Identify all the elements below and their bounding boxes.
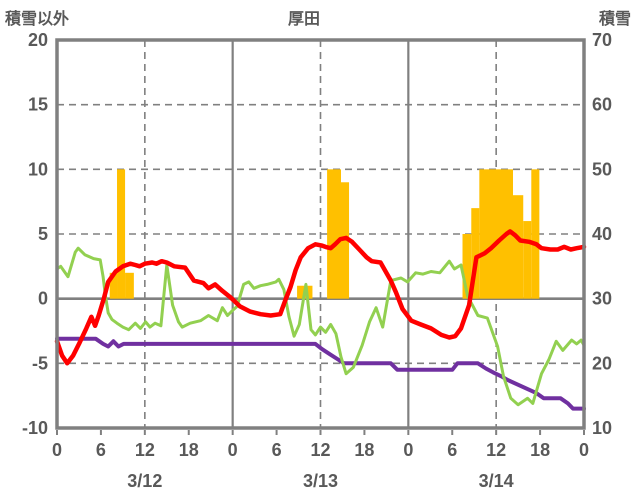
date-label: 3/12 bbox=[127, 471, 162, 491]
right-axis-tick-label: 10 bbox=[592, 418, 612, 438]
hour-label: 0 bbox=[579, 440, 589, 460]
snow-depth-bars bbox=[471, 208, 480, 299]
snow-depth-bars bbox=[327, 169, 341, 299]
left-axis-tick-label: 15 bbox=[28, 95, 48, 115]
red-line bbox=[54, 229, 587, 366]
snow-depth-bars bbox=[462, 234, 472, 299]
chart-title: 厚田 bbox=[287, 11, 321, 28]
right-axis-title: 積雪 bbox=[598, 11, 631, 28]
left-axis-tick-label: 5 bbox=[38, 224, 48, 244]
left-axis-tick-label: 0 bbox=[38, 289, 48, 309]
purple-line bbox=[55, 336, 586, 411]
green-line bbox=[55, 246, 586, 407]
right-axis-tick-label: 30 bbox=[592, 289, 612, 309]
hour-label: 6 bbox=[96, 440, 106, 460]
right-axis-tick-label: 70 bbox=[592, 30, 612, 50]
plot-border bbox=[55, 38, 586, 430]
hour-label: 0 bbox=[228, 440, 238, 460]
hour-label: 12 bbox=[310, 440, 330, 460]
date-label: 3/13 bbox=[303, 471, 338, 491]
hour-label: 18 bbox=[530, 440, 550, 460]
hour-label: 0 bbox=[52, 440, 62, 460]
left-axis-title: 積雪以外 bbox=[5, 11, 70, 28]
snow-depth-bars bbox=[513, 195, 524, 299]
right-axis-tick-label: 20 bbox=[592, 353, 612, 373]
snow-depth-bars bbox=[523, 221, 532, 299]
hour-label: 6 bbox=[272, 440, 282, 460]
left-axis-tick-label: -5 bbox=[32, 353, 48, 373]
left-axis-tick-label: -10 bbox=[22, 418, 48, 438]
snow-depth-bars bbox=[340, 182, 350, 299]
hour-label: 12 bbox=[486, 440, 506, 460]
snow-depth-bars bbox=[109, 272, 118, 299]
hour-label: 12 bbox=[135, 440, 155, 460]
date-label: 3/14 bbox=[479, 471, 514, 491]
hour-label: 6 bbox=[447, 440, 457, 460]
hour-label: 18 bbox=[354, 440, 374, 460]
snow-depth-bars bbox=[125, 272, 134, 299]
right-axis-tick-label: 50 bbox=[592, 159, 612, 179]
hour-label: 0 bbox=[403, 440, 413, 460]
left-axis-tick-label: 10 bbox=[28, 159, 48, 179]
snow-depth-bars bbox=[117, 169, 126, 299]
snow-depth-bars bbox=[531, 169, 540, 299]
right-axis-tick-label: 60 bbox=[592, 95, 612, 115]
left-axis-tick-label: 20 bbox=[28, 30, 48, 50]
hour-label: 18 bbox=[179, 440, 199, 460]
right-axis-tick-label: 40 bbox=[592, 224, 612, 244]
